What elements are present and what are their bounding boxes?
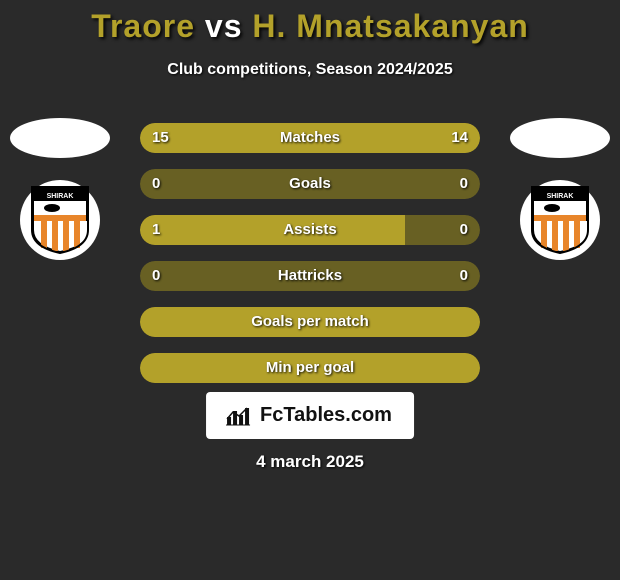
- stat-row: Min per goal: [140, 353, 480, 383]
- chart-icon: [224, 405, 252, 427]
- stat-row: Assists1 0: [140, 215, 480, 245]
- stat-label: Goals: [140, 169, 480, 199]
- svg-text:SHIRAK: SHIRAK: [47, 193, 74, 200]
- stat-row: Hattricks0 0: [140, 261, 480, 291]
- branding-box: FcTables.com: [206, 392, 414, 439]
- player1-club-badge: SHIRAK: [20, 180, 100, 260]
- stat-label: Hattricks: [140, 261, 480, 291]
- stat-value-right: 14: [451, 123, 468, 153]
- stats-bars-container: Matches1514Goals00Assists10Hattricks00Go…: [140, 123, 480, 399]
- vs-text: vs: [205, 8, 243, 44]
- stat-value-right: 0: [460, 169, 468, 199]
- stat-value-right: 0: [460, 261, 468, 291]
- date-text: 4 march 2025: [0, 452, 620, 472]
- branding-text: FcTables.com: [260, 404, 392, 427]
- stat-row: Goals0 0: [140, 169, 480, 199]
- svg-text:SHIRAK: SHIRAK: [547, 193, 574, 200]
- comparison-title: Traore vs H. Mnatsakanyan: [0, 0, 620, 45]
- stat-row: Goals per match: [140, 307, 480, 337]
- stat-label: Goals per match: [140, 307, 480, 337]
- subtitle: Club competitions, Season 2024/2025: [0, 61, 620, 79]
- stat-label: Min per goal: [140, 353, 480, 383]
- stat-value-left: 15: [152, 123, 169, 153]
- stat-row: Matches15 14: [140, 123, 480, 153]
- player1-avatar: [10, 118, 110, 158]
- player2-avatar: [510, 118, 610, 158]
- player2-name: H. Mnatsakanyan: [252, 8, 528, 44]
- player1-name: Traore: [91, 8, 195, 44]
- stat-value-left: 0: [152, 261, 160, 291]
- stat-value-right: 0: [460, 215, 468, 245]
- stat-value-left: 1: [152, 215, 160, 245]
- stat-label: Matches: [140, 123, 480, 153]
- player2-club-badge: SHIRAK: [520, 180, 600, 260]
- stat-label: Assists: [140, 215, 480, 245]
- stat-value-left: 0: [152, 169, 160, 199]
